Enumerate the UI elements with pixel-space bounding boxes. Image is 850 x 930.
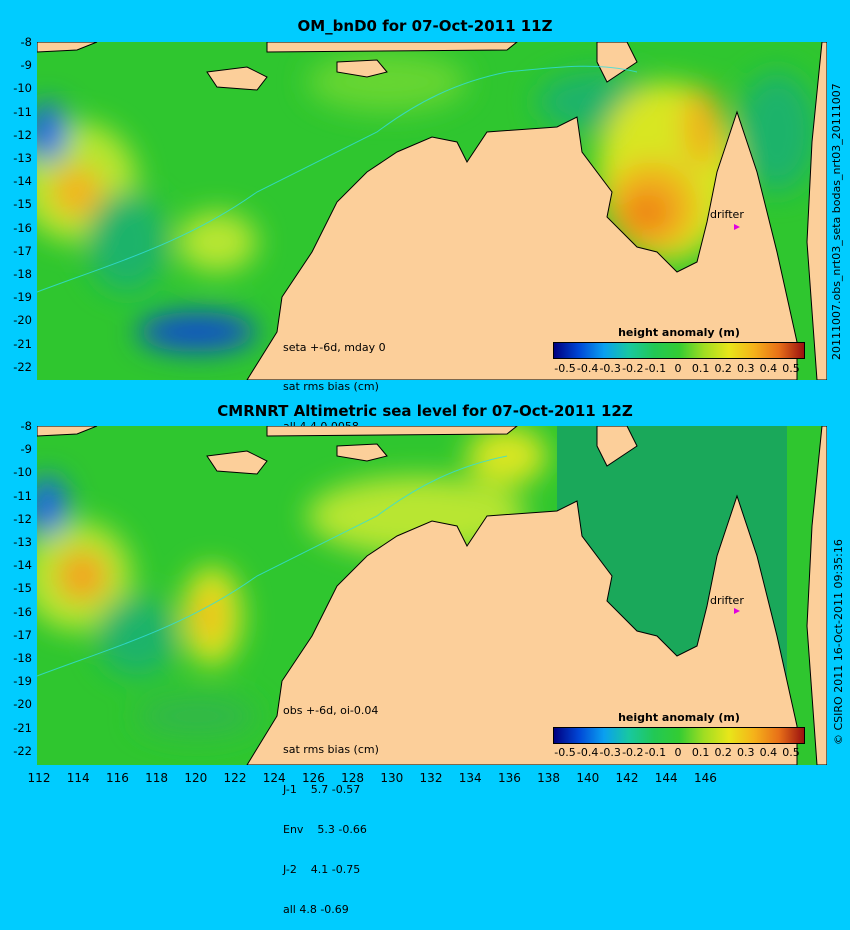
- bottom-stats-line-5: J-2 4.1 -0.75: [283, 863, 361, 877]
- top-y-tick: -15: [13, 197, 32, 212]
- bottom-y-tick: -16: [13, 604, 32, 619]
- top-colorbar-tick: -0.5: [554, 362, 576, 375]
- bottom-stats-line-6: all 4.8 -0.69: [283, 903, 349, 917]
- top-panel-side-label: 20111007.obs_nrt03_seta bodas_nrt03_2011…: [830, 83, 843, 360]
- bottom-stats-line-1: obs +-6d, oi-0.04: [283, 703, 379, 717]
- bottom-colorbar-tick: 0.3: [737, 746, 755, 759]
- top-y-tick: -18: [13, 267, 32, 281]
- top-y-tick: -16: [13, 220, 32, 235]
- top-y-tick: -11: [13, 104, 32, 119]
- top-stats-line-2: sat rms bias (cm): [283, 380, 379, 394]
- top-y-tick: -9: [20, 58, 32, 73]
- x-tick: 136: [497, 771, 521, 785]
- x-tick: 140: [576, 771, 600, 785]
- bottom-colorbar-tick: -0.5: [554, 746, 576, 759]
- bottom-map-graphic: [37, 426, 827, 765]
- x-tick: 126: [301, 771, 325, 785]
- top-colorbar-tick: 0.3: [737, 362, 755, 375]
- bottom-colorbar-tick: 0.1: [691, 746, 710, 759]
- top-y-tick: -22: [13, 359, 32, 374]
- bottom-y-tick: -19: [13, 674, 32, 689]
- x-tick: 138: [537, 771, 561, 785]
- x-tick: 118: [145, 771, 169, 785]
- bottom-stats: obs +-6d, oi-0.04 sat rms bias (cm) J-1 …: [283, 677, 379, 930]
- bottom-y-tick: -18: [13, 651, 32, 665]
- top-colorbar-tick: -0.4: [576, 362, 599, 375]
- top-y-tick: -20: [13, 313, 32, 328]
- bottom-colorbar-tick: 0.5: [782, 746, 800, 759]
- bottom-panel-side-label: © CSIRO 2011 16-Oct-2011 09:35:16: [832, 539, 845, 745]
- bottom-stats-line-4: Env 5.3 -0.66: [283, 823, 367, 837]
- bottom-colorbar-tick: 0: [674, 746, 682, 759]
- x-tick: 142: [615, 771, 639, 785]
- top-stats-line-1: seta +-6d, mday 0: [283, 340, 386, 354]
- bottom-panel-title: CMRNRT Altimetric sea level for 07-Oct-2…: [217, 402, 633, 420]
- bottom-colorbar-tick: -0.1: [644, 746, 667, 759]
- top-colorbar: [553, 342, 805, 359]
- x-tick: 124: [262, 771, 286, 785]
- bottom-y-tick: -12: [13, 511, 32, 526]
- bottom-drifter-label: drifter: [710, 594, 744, 607]
- top-y-tick: -14: [13, 174, 32, 189]
- bottom-y-tick: -14: [13, 558, 32, 573]
- bottom-land: [37, 426, 827, 765]
- x-tick: 122: [223, 771, 247, 785]
- top-y-tick: -21: [13, 336, 32, 351]
- bottom-stats-line-2: sat rms bias (cm): [283, 743, 379, 757]
- bottom-y-tick: -13: [13, 535, 32, 549]
- top-y-tick: -8: [20, 35, 32, 49]
- bottom-y-tick: -11: [13, 488, 32, 503]
- bottom-colorbar: [553, 727, 805, 744]
- bottom-drifter-marker: [734, 608, 740, 614]
- x-tick: 128: [341, 771, 365, 785]
- bottom-colorbar-tick: -0.2: [622, 746, 644, 759]
- x-tick: 130: [380, 771, 404, 785]
- bottom-y-tick: -20: [13, 697, 32, 712]
- bottom-colorbar-tick: -0.4: [576, 746, 599, 759]
- top-colorbar-tick: 0.5: [782, 362, 800, 375]
- top-y-tick: -12: [13, 127, 32, 142]
- top-colorbar-tick: -0.3: [599, 362, 621, 375]
- top-land: [37, 42, 827, 380]
- bottom-y-tick: -22: [13, 743, 32, 758]
- top-colorbar-title: height anomaly (m): [618, 326, 740, 339]
- x-tick: 120: [184, 771, 208, 785]
- top-panel-title: OM_bnD0 for 07-Oct-2011 11Z: [297, 17, 553, 35]
- bottom-map: [37, 426, 827, 765]
- top-colorbar-tick: 0: [674, 362, 682, 375]
- bottom-stats-line-3: J-1 5.7 -0.57: [283, 783, 361, 797]
- x-tick: 144: [654, 771, 678, 785]
- top-drifter-label: drifter: [710, 208, 744, 221]
- top-colorbar-tick: -0.1: [644, 362, 667, 375]
- bottom-colorbar-tick: -0.3: [599, 746, 621, 759]
- top-colorbar-tick: -0.2: [622, 362, 644, 375]
- x-tick: 116: [105, 771, 129, 785]
- x-tick: 132: [419, 771, 443, 785]
- top-drifter-marker: [734, 224, 740, 230]
- bottom-y-tick: -21: [13, 720, 32, 735]
- top-map-graphic: [37, 42, 827, 380]
- top-y-tick: -17: [13, 243, 32, 258]
- top-y-tick: -13: [13, 151, 32, 165]
- x-tick: 146: [693, 771, 717, 785]
- x-tick: 112: [27, 771, 51, 785]
- top-y-tick: -19: [13, 290, 32, 305]
- top-map: [37, 42, 827, 380]
- bottom-y-tick: -15: [13, 581, 32, 596]
- bottom-colorbar-title: height anomaly (m): [618, 711, 740, 724]
- top-colorbar-tick: 0.2: [714, 362, 732, 375]
- top-colorbar-tick: 0.1: [691, 362, 710, 375]
- x-tick: 114: [66, 771, 90, 785]
- bottom-y-tick: -10: [13, 465, 32, 480]
- bottom-colorbar-tick: 0.4: [759, 746, 778, 759]
- bottom-colorbar-tick: 0.2: [714, 746, 732, 759]
- top-colorbar-tick: 0.4: [759, 362, 778, 375]
- bottom-y-tick: -8: [20, 419, 32, 433]
- top-y-tick: -10: [13, 81, 32, 96]
- x-tick: 134: [458, 771, 482, 785]
- bottom-y-tick: -17: [13, 627, 32, 642]
- bottom-y-tick: -9: [20, 442, 32, 457]
